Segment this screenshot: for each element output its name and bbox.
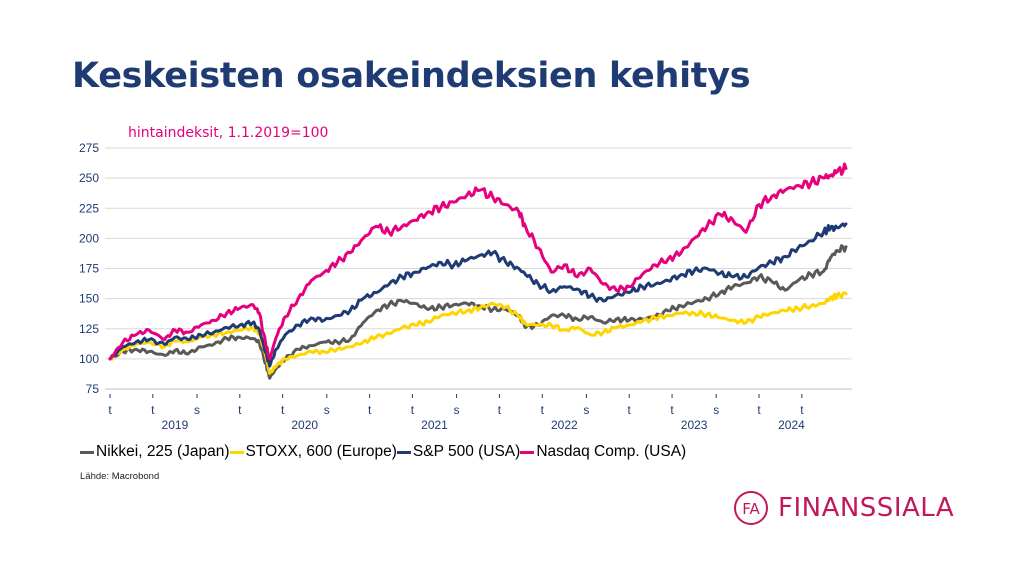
series-line-s-p-500-usa <box>108 222 848 368</box>
x-year-label: 2019 <box>162 418 189 432</box>
x-quarter-label: t <box>108 403 112 417</box>
x-year-label: 2021 <box>421 418 448 432</box>
y-tick-label: 100 <box>79 352 99 366</box>
x-quarter-label: t <box>498 403 502 417</box>
y-tick-label: 225 <box>79 201 99 215</box>
x-quarter-label: t <box>670 403 674 417</box>
series-layer <box>108 162 848 380</box>
legend-item: Nasdaq Comp. (USA) <box>520 443 686 461</box>
logo-mark: FA <box>742 500 760 518</box>
legend-swatch <box>80 450 94 454</box>
legend-label: Nasdaq Comp. (USA) <box>536 443 687 460</box>
x-quarter-label: s <box>454 403 460 417</box>
series-line-nasdaq-comp-usa <box>108 162 848 361</box>
y-tick-label: 150 <box>79 292 99 306</box>
x-quarter-label: t <box>800 403 804 417</box>
x-quarter-label: t <box>628 403 632 417</box>
x-quarter-label: s <box>324 403 330 417</box>
logo-wordmark: FINANSSIALA <box>778 493 955 523</box>
x-quarter-label: t <box>541 403 545 417</box>
legend-label: STOXX, 600 (Europe) <box>245 443 397 460</box>
x-quarter-label: t <box>757 403 761 417</box>
x-quarter-label: t <box>411 403 415 417</box>
series-line-stoxx-600-europe <box>108 291 848 375</box>
y-tick-label: 200 <box>79 231 99 245</box>
x-quarter-label: t <box>281 403 285 417</box>
y-tick-label: 175 <box>79 262 99 276</box>
x-quarter-label: s <box>713 403 719 417</box>
finanssiala-logo: FA FINANSSIALA <box>733 490 954 526</box>
legend-label: Nikkei, 225 (Japan) <box>96 443 230 460</box>
x-year-label: 2022 <box>551 418 578 432</box>
chart-legend: Nikkei, 225 (Japan) STOXX, 600 (Europe) S&… <box>80 443 686 461</box>
x-year-label: 2024 <box>778 418 805 432</box>
y-tick-label: 275 <box>79 141 99 155</box>
chart-subtitle: hintaindeksit, 1.1.2019=100 <box>128 125 329 141</box>
legend-swatch <box>396 450 411 454</box>
source-note: Lähde: Macrobond <box>80 471 160 482</box>
legend-label: S&P 500 (USA) <box>412 443 521 460</box>
y-tick-label: 75 <box>86 382 100 396</box>
line-chart: 75 100 125 150 175 200 225 250 275 t t s t t s t t s t t s t t… <box>79 141 852 432</box>
x-quarter-label: s <box>583 403 589 417</box>
legend-item: S&P 500 (USA) <box>396 443 521 461</box>
legend-swatch <box>229 450 244 454</box>
fa-logo-icon: FA <box>734 491 768 525</box>
x-year-label: 2020 <box>291 418 318 432</box>
y-tick-label: 125 <box>79 322 99 336</box>
legend-item: Nikkei, 225 (Japan) <box>80 443 230 461</box>
y-tick-label: 250 <box>79 171 99 185</box>
x-quarter-label: t <box>151 403 155 417</box>
axis-layer: 75 100 125 150 175 200 225 250 275 t t s t t s t t s t t s t t… <box>79 141 852 432</box>
x-quarter-label: t <box>368 403 372 417</box>
legend-item: STOXX, 600 (Europe) <box>229 443 397 461</box>
series-line-nikkei-225-japan <box>108 244 848 380</box>
x-quarter-label: s <box>194 403 200 417</box>
x-year-label: 2023 <box>681 418 708 432</box>
grid-layer <box>105 147 852 390</box>
page-title: Keskeisten osakeindeksien kehitys <box>72 56 751 96</box>
legend-swatch <box>520 450 535 454</box>
x-quarter-label: t <box>238 403 242 417</box>
